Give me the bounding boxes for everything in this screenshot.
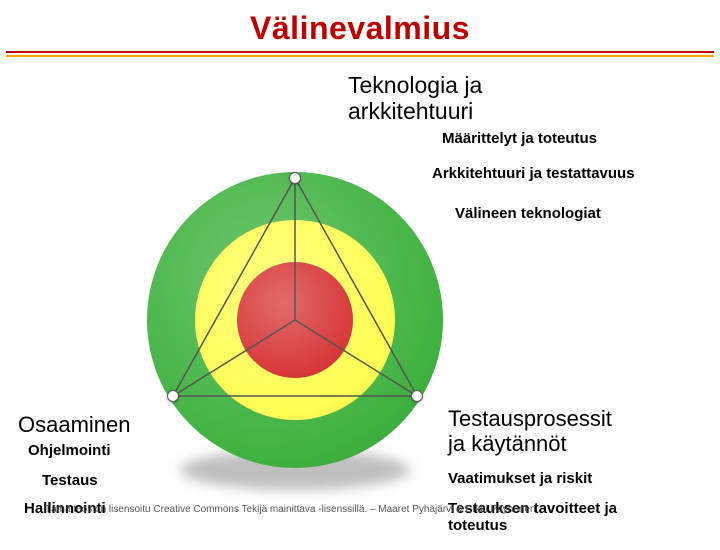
label-left_sub2: Testaus	[42, 472, 98, 489]
label-top_heading: Teknologia ja arkkitehtuuri	[348, 72, 482, 125]
label-left_heading: Osaaminen	[18, 412, 131, 437]
label-top_sub2: Arkkitehtuuri ja testattavuus	[432, 165, 635, 182]
label-top_sub3: Välineen teknologiat	[455, 205, 601, 222]
vertex-left	[167, 390, 179, 402]
label-right_heading: Testausprosessit ja käytännöt	[448, 406, 612, 457]
vertex-right	[411, 390, 423, 402]
license-footer: Tämä teos on lisensoitu Creative Commons…	[45, 504, 536, 515]
label-right_sub1: Vaatimukset ja riskit	[448, 470, 592, 487]
label-top_sub1: Määrittelyt ja toteutus	[442, 130, 597, 147]
vertex-top	[289, 172, 301, 184]
label-left_sub1: Ohjelmointi	[28, 442, 111, 459]
